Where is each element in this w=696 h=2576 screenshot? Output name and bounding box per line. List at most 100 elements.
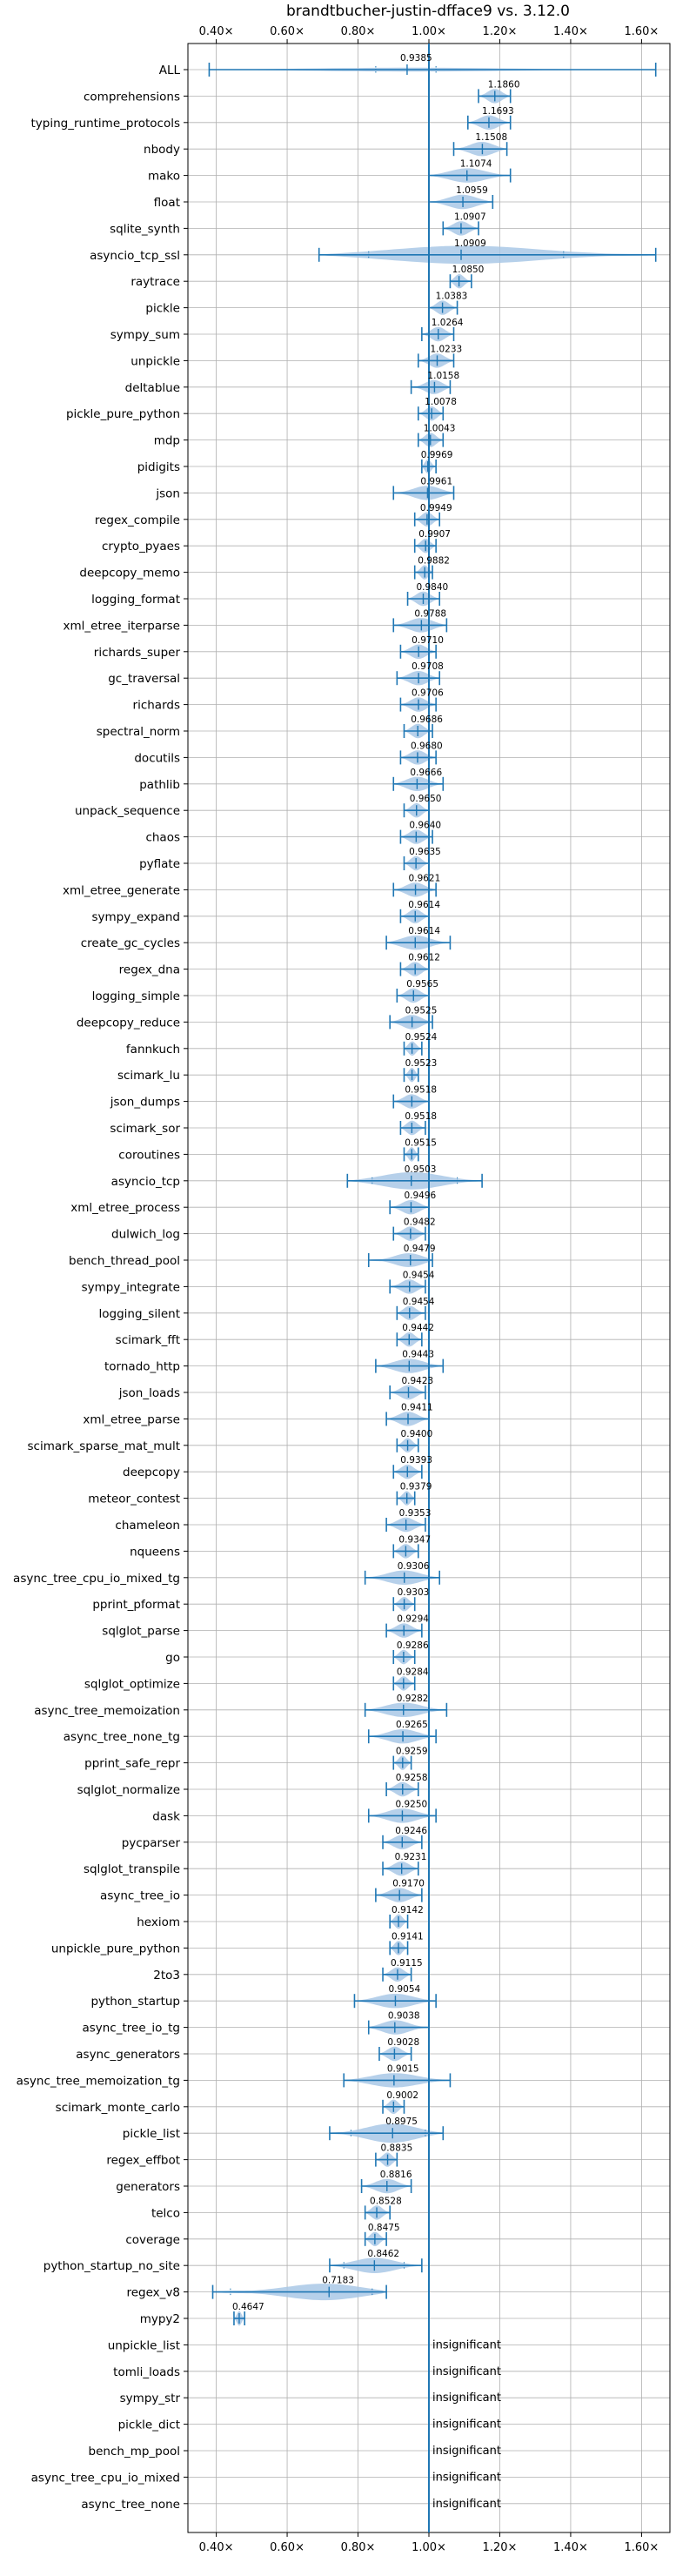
value-label: 0.9038 (388, 2011, 420, 2022)
value-label: 0.8528 (370, 2196, 402, 2206)
benchmark-label: scimark_fft (116, 1333, 180, 1347)
value-label: 0.9523 (405, 1058, 438, 1069)
benchmark-label: chaos (145, 831, 180, 845)
insignificant-label: insignificant (432, 2418, 501, 2432)
benchmark-label: bench_thread_pool (69, 1254, 180, 1268)
violins (208, 63, 657, 2326)
benchmark-label: fannkuch (126, 1043, 180, 1057)
tick-label-bottom: 1.20× (483, 2541, 518, 2554)
benchmark-label: regex_effbot (106, 2154, 180, 2168)
benchmark-label: generators (116, 2180, 180, 2194)
value-label: 0.9443 (402, 1350, 434, 1360)
value-label: 1.0264 (432, 318, 464, 328)
benchmark-label: async_tree_memoization (34, 1704, 180, 1718)
benchmark-label: sympy_str (120, 2392, 181, 2405)
tick-label-top: 1.40× (553, 25, 588, 38)
value-label: 0.9515 (405, 1137, 437, 1148)
benchmark-label: mako (148, 170, 180, 184)
tick-label-top: 1.00× (412, 25, 446, 38)
x-axis-top: 0.40× 0.60× 0.80× 1.00× 1.20× 1.40× 1.60× (199, 25, 659, 44)
tick-label-top: 0.60× (270, 25, 304, 38)
benchmark-label: nbody (144, 143, 180, 157)
benchmark-label: asyncio_tcp (111, 1175, 180, 1189)
value-label: 0.9708 (412, 661, 444, 672)
benchmark-label: xml_etree_iterparse (64, 619, 181, 633)
benchmark-label: pprint_safe_repr (84, 1757, 180, 1771)
benchmark-label: regex_v8 (126, 2286, 180, 2300)
value-label: 0.9282 (397, 1694, 429, 1704)
value-label: 0.9400 (401, 1429, 433, 1439)
benchmark-label: json_dumps (110, 1096, 180, 1110)
benchmark-label: async_tree_none (81, 2498, 180, 2512)
value-label: 0.9710 (412, 635, 444, 646)
value-label: 0.9612 (408, 953, 440, 963)
value-label: 0.9524 (405, 1032, 438, 1043)
value-label: 0.8462 (367, 2249, 399, 2259)
value-label: 0.9002 (386, 2090, 418, 2101)
value-label: 0.9479 (404, 1244, 436, 1254)
value-label: 0.9706 (412, 688, 444, 699)
value-label: 0.9353 (399, 1508, 432, 1519)
value-label: 1.0043 (424, 424, 456, 434)
value-label: 0.9621 (409, 873, 441, 883)
value-label: 1.1860 (488, 79, 520, 90)
value-label: 1.0158 (427, 371, 459, 381)
benchmark-label: sympy_integrate (82, 1280, 180, 1294)
value-label: 0.9265 (396, 1720, 428, 1730)
value-label: 1.0959 (456, 185, 488, 196)
benchmark-label: bench_mp_pool (89, 2445, 180, 2459)
value-label: 0.7183 (322, 2276, 354, 2286)
value-label: 0.9840 (416, 582, 448, 593)
benchmark-label: telco (151, 2206, 180, 2220)
benchmark-label: sympy_expand (91, 910, 180, 924)
benchmark-label: create_gc_cycles (81, 936, 180, 950)
benchmark-label: pickle_dict (118, 2418, 180, 2432)
value-label: 1.0907 (454, 211, 486, 222)
benchmark-label: unpickle_pure_python (51, 1942, 180, 1955)
value-label: 0.9454 (403, 1297, 435, 1307)
benchmark-label: gc_traversal (108, 672, 180, 686)
benchmark-label: pyflate (139, 857, 180, 871)
benchmark-label: docutils (134, 751, 180, 765)
value-label: 0.9259 (396, 1747, 428, 1757)
insignificant-label: insignificant (432, 2392, 501, 2405)
benchmark-label: go (165, 1651, 180, 1665)
value-label: 0.9258 (396, 1773, 428, 1783)
value-label: 0.9518 (405, 1085, 437, 1096)
y-axis: ALL comprehensions typing_runtime_protocol… (13, 64, 188, 2512)
benchmark-label: sympy_sum (110, 328, 180, 342)
insignificant-label: insignificant (432, 2471, 501, 2484)
benchmark-label: pidigits (137, 460, 180, 474)
benchmark-label: nqueens (130, 1545, 180, 1559)
benchmark-label: async_tree_io (100, 1889, 180, 1903)
benchmark-label: mypy2 (140, 2312, 180, 2326)
benchmark-label: dulwich_log (111, 1228, 180, 1242)
benchmark-label: sqlglot_transpile (84, 1862, 180, 1876)
insignificant-label: insignificant (432, 2445, 501, 2458)
benchmark-label: pprint_pformat (92, 1598, 180, 1612)
benchmark-label: scimark_sparse_mat_mult (28, 1439, 180, 1453)
value-label: 0.8475 (368, 2223, 400, 2233)
benchmark-label: crypto_pyaes (102, 540, 180, 553)
value-label: 1.1508 (475, 132, 507, 143)
benchmark-label: regex_compile (95, 513, 180, 527)
benchmark-label: deltablue (125, 381, 180, 395)
value-label: 0.9142 (392, 1905, 424, 1915)
benchmark-label: richards (133, 699, 180, 713)
benchmark-label: async_tree_io_tg (82, 2022, 180, 2036)
value-label: 0.9303 (398, 1587, 430, 1598)
value-label: 0.9054 (388, 1984, 420, 1995)
value-label: 0.9284 (397, 1667, 429, 1677)
value-label: 0.9503 (405, 1164, 437, 1175)
benchmark-label: tomli_loads (113, 2365, 180, 2379)
value-label: 0.9788 (414, 608, 446, 619)
value-label: 0.9442 (402, 1323, 434, 1333)
benchmark-label: richards_super (94, 646, 181, 660)
value-label: 0.9666 (410, 768, 442, 778)
benchmark-label: regex_dna (119, 963, 180, 977)
value-label: 1.0909 (454, 238, 486, 249)
value-label: 0.9518 (405, 1111, 437, 1122)
benchmark-label: asyncio_tcp_ssl (90, 249, 180, 263)
value-label: 0.9969 (421, 450, 453, 460)
